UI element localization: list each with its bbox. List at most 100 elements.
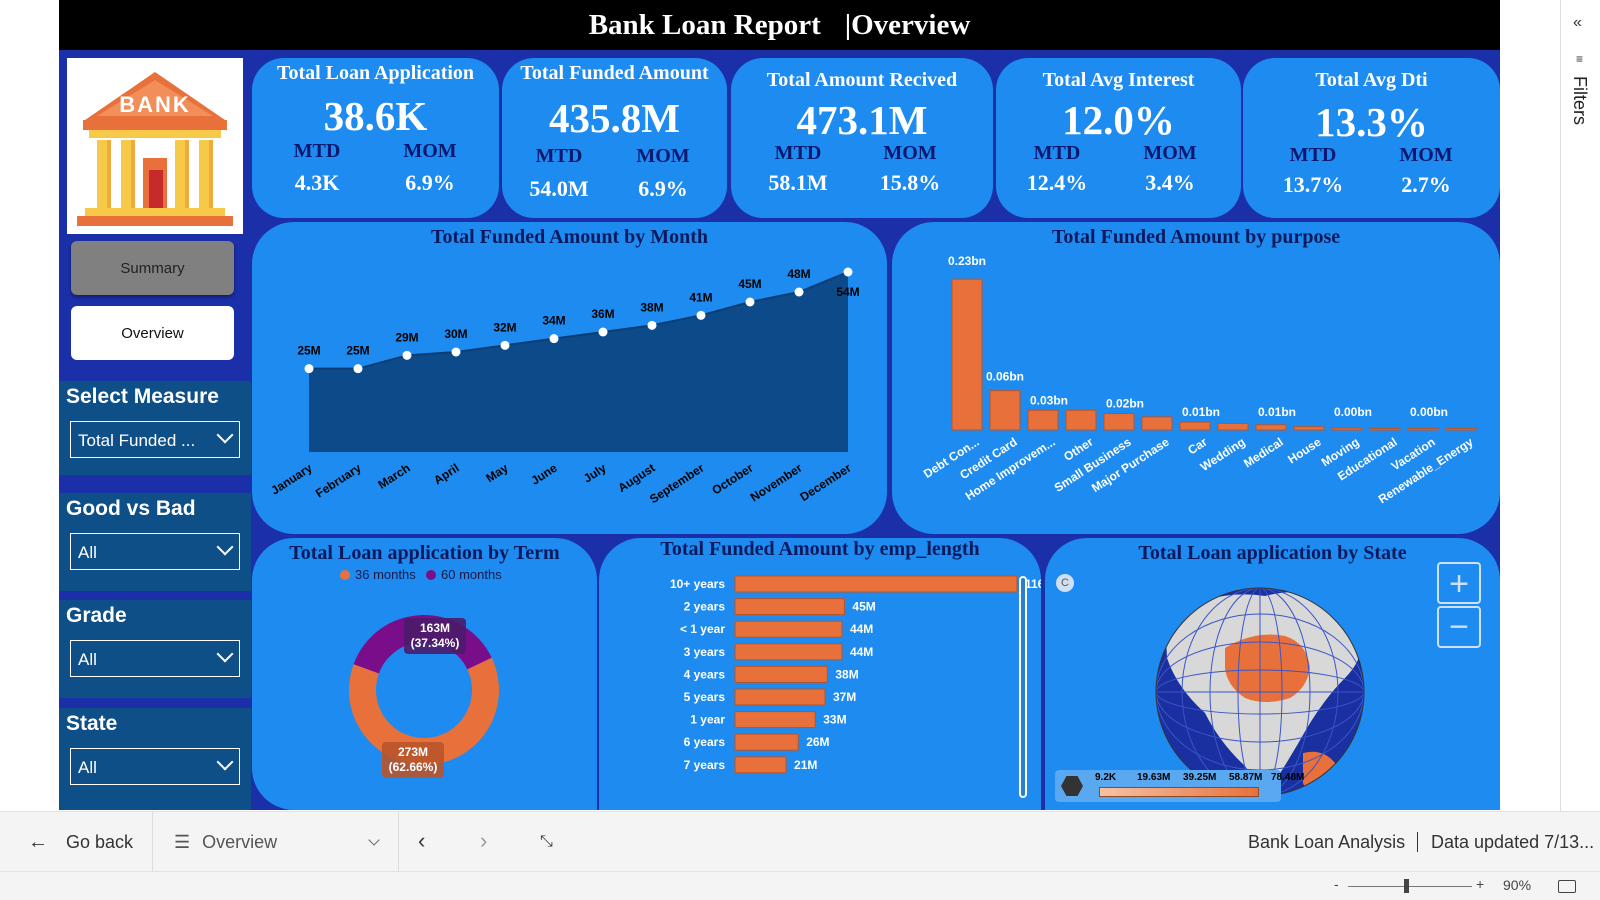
footer-bar: ← Go back ☰ Overview ‹ › ⤡ Bank Loan Analy… <box>0 811 1600 872</box>
zoom-in-button[interactable]: + <box>1437 562 1481 604</box>
data-label-percent: (62.66%) <box>389 760 438 774</box>
collapse-chevron-icon[interactable]: « <box>1573 14 1582 31</box>
kpi-title: Total Funded Amount <box>520 62 709 84</box>
data-label: 41M <box>689 290 712 304</box>
select-measure-dropdown[interactable]: Total Funded ... <box>70 421 240 458</box>
legend-tick: 19.63M <box>1137 772 1171 783</box>
data-point <box>549 334 559 344</box>
good-vs-bad-dropdown[interactable]: All <box>70 533 240 570</box>
data-point <box>794 287 804 297</box>
data-point <box>402 350 412 360</box>
status-bar: - + 90% <box>0 871 1600 900</box>
legend-label-60: 60 months <box>441 567 502 582</box>
slicer-label: Select Measure <box>66 385 219 408</box>
kpi-title: Total Avg Dti <box>1315 69 1428 91</box>
filters-label: Filters <box>1570 76 1590 125</box>
data-label: 29M <box>395 330 418 344</box>
data-label: 25M <box>297 344 320 358</box>
map-reset-icon[interactable]: C <box>1056 574 1074 592</box>
data-label: 38M <box>640 300 663 314</box>
globe-map <box>1155 587 1365 797</box>
data-label: 48M <box>787 267 810 281</box>
kpi-mom-value: 15.8% <box>879 170 941 195</box>
y-tick-label: 10+ years <box>670 577 725 591</box>
bar <box>989 390 1021 431</box>
data-updated: Data updated 7/13... <box>1431 832 1595 852</box>
data-label: 0.01bn <box>1182 405 1220 419</box>
zoom-in-icon[interactable]: + <box>1476 876 1485 892</box>
data-label: 26M <box>806 735 829 749</box>
zoom-out-button[interactable]: − <box>1437 606 1481 648</box>
fit-page-icon[interactable] <box>1558 880 1576 893</box>
go-back-label: Go back <box>66 832 134 852</box>
bank-building-icon: BANK <box>77 72 233 226</box>
bar <box>1217 422 1249 431</box>
state-dropdown[interactable]: All <box>70 748 240 785</box>
data-point <box>451 347 461 357</box>
data-label: 33M <box>823 713 846 727</box>
data-point <box>843 267 853 277</box>
x-tick-label: Medical <box>1241 435 1286 471</box>
zoom-slider-thumb[interactable] <box>1404 879 1409 893</box>
x-tick-label: January <box>268 461 314 498</box>
x-tick-label: July <box>581 461 609 486</box>
data-label-value: 273M <box>398 745 428 759</box>
next-page-button[interactable]: › <box>480 828 488 853</box>
kpi-mtd-label: MTD <box>293 140 341 162</box>
data-label-bg <box>382 742 444 778</box>
kpi-mom-value: 2.7% <box>1401 172 1451 197</box>
nav-summary-button[interactable]: Summary <box>71 241 234 295</box>
data-label: 0.00bn <box>1410 405 1448 419</box>
kpi-mtd-value: 4.3K <box>294 170 340 195</box>
data-point <box>745 297 755 307</box>
bar <box>1065 409 1097 431</box>
kpi-mtd-value: 13.7% <box>1282 172 1344 197</box>
bar <box>1027 409 1059 431</box>
data-label: 0.03bn <box>1030 393 1068 407</box>
area-fill <box>309 272 848 452</box>
legend-tick: 78.48M <box>1271 772 1305 783</box>
previous-page-button[interactable]: ‹ <box>418 828 426 853</box>
y-tick-label: 7 years <box>684 758 726 772</box>
bar <box>1369 428 1401 431</box>
data-label: 54M <box>836 285 859 299</box>
nav-overview-button[interactable]: Overview <box>71 306 234 360</box>
data-label: 0.02bn <box>1106 397 1144 411</box>
data-label: 45M <box>738 277 761 291</box>
fullscreen-exit-icon[interactable]: ⤡ <box>540 833 553 850</box>
grade-dropdown[interactable]: All <box>70 640 240 677</box>
sidebar: BANK Summary Overview Select Measure Tot… <box>59 50 251 810</box>
chevron-down-icon <box>368 834 380 846</box>
data-point <box>696 310 706 320</box>
data-label-bg <box>404 618 466 654</box>
scrollbar[interactable] <box>1019 576 1027 798</box>
page-selector[interactable]: ☰ Overview <box>174 812 384 872</box>
zoom-out-icon[interactable]: - <box>1334 876 1339 892</box>
go-back-button[interactable]: ← Go back <box>28 812 133 872</box>
slicer-label: Grade <box>66 604 127 627</box>
data-label: 34M <box>542 314 565 328</box>
data-point <box>598 327 608 337</box>
report-canvas: Bank Loan Report |Overview <box>59 0 1500 810</box>
filters-pane[interactable]: « ≡ Filters <box>1560 0 1600 811</box>
slicer-label: Good vs Bad <box>66 497 196 520</box>
data-label-percent: (37.34%) <box>411 636 460 650</box>
legend-tick: 9.2K <box>1095 772 1117 783</box>
area-line <box>309 271 849 370</box>
data-label: 37M <box>833 690 856 704</box>
bar <box>734 665 828 683</box>
x-tick-label: September <box>647 461 707 507</box>
y-tick-label: 2 years <box>684 600 726 614</box>
report-name: Bank Loan Analysis <box>1248 832 1406 852</box>
bar <box>734 733 799 751</box>
x-tick-label: February <box>313 461 364 501</box>
kpi-mtd-value: 12.4% <box>1026 170 1088 195</box>
bar <box>1255 424 1287 431</box>
kpi-mtd-value: 58.1M <box>768 170 828 195</box>
donut-slice <box>349 657 499 765</box>
kpi-mom-label: MOM <box>1143 142 1197 164</box>
y-tick-label: 4 years <box>684 667 726 681</box>
zoom-slider[interactable] <box>1348 879 1472 893</box>
loan-by-term-chart: 36 months 60 months 273M(62.66%) 163M(37.34… <box>340 567 502 778</box>
